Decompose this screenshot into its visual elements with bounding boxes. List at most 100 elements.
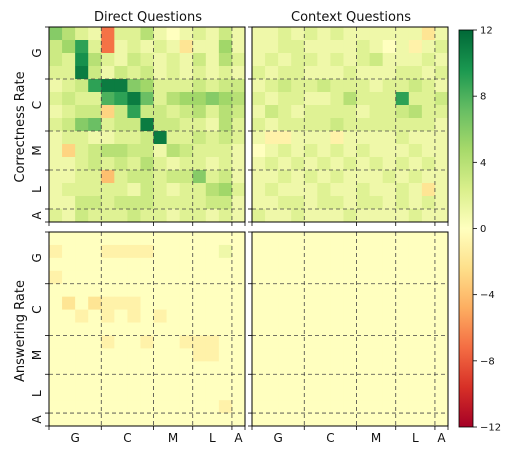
heatmap-cell [291,257,305,272]
heatmap-cell [330,105,344,119]
heatmap-cell [218,118,233,132]
heatmap-cell [88,144,102,158]
heatmap-cell [75,105,89,119]
colorbar-tick-label: −8 [480,356,495,367]
heatmap-cell [369,79,384,93]
heatmap-cell [192,196,207,210]
heatmap-cell [75,209,89,223]
heatmap-cell [265,92,279,106]
heatmap-cell [291,66,305,80]
heatmap-cell [62,400,76,414]
heatmap-cell [88,183,102,197]
heatmap-cell [343,183,357,197]
colorbar-tick-label: −12 [480,423,501,434]
heatmap-cell [101,157,115,171]
heatmap-cell [421,270,436,285]
heatmap-cell [317,322,331,336]
heatmap-cell [356,400,370,414]
heatmap-cell [356,92,370,106]
heatmap-cell [265,335,279,349]
heatmap-cell [304,105,318,119]
heatmap-cell [369,105,384,119]
heatmap-cell [192,157,207,171]
heatmap-cell [330,144,344,158]
heatmap-cell [192,413,207,427]
heatmap-cell [101,27,115,41]
heatmap-cell [218,170,233,184]
heatmap-cell [62,296,76,310]
heatmap-cell [153,400,167,414]
heatmap-cell [101,309,115,323]
heatmap-cell [330,309,344,323]
heatmap-cell [231,183,246,197]
heatmap-cell [49,27,63,41]
heatmap-cell [434,157,449,171]
heatmap-cell [205,92,220,106]
heatmap-cell [218,144,233,158]
heatmap-cell [179,348,194,362]
x-group-label: G [70,431,79,445]
heatmap-cell [140,144,154,158]
panel-frame [251,26,449,223]
heatmap-cell [317,232,331,246]
heatmap-cell [49,374,63,388]
heatmap-cell [304,400,318,414]
heatmap-cell [278,296,292,310]
heatmap-cell [114,335,128,349]
heatmap-cell [343,322,357,336]
heatmap-cell [153,335,167,349]
heatmap-cell [62,374,76,388]
heatmap-cell [395,309,410,323]
heatmap-cell [75,170,89,184]
heatmap-cell [231,322,246,336]
heatmap-cell [330,335,344,349]
heatmap-cell [153,348,167,362]
heatmap-cell [231,413,246,427]
heatmap-cell [343,387,357,401]
heatmap-cell [140,157,154,171]
heatmap-cell [153,53,167,67]
heatmap-cell [421,283,436,298]
heatmap-cell [304,413,318,427]
heatmap-cell [278,79,292,93]
heatmap-cell [101,322,115,336]
heatmap-cell [434,40,449,54]
heatmap-cell [317,335,331,349]
heatmap-cell [153,157,167,171]
heatmap-cell [356,53,370,67]
heatmap-cell [205,27,220,41]
heatmap-cell [218,92,233,106]
heatmap-cell [166,257,181,272]
heatmap-cell [75,196,89,210]
heatmap-cell [75,92,89,106]
heatmap-cell [408,66,423,80]
heatmap-cell [434,105,449,119]
y-group-label: C [30,101,44,109]
heatmap-cell [62,27,76,41]
heatmap-cell [192,183,207,197]
heatmap-cell [369,335,384,349]
heatmap-cell [395,53,410,67]
heatmap-cell [127,27,141,41]
heatmap-cell [127,400,141,414]
heatmap-cell [265,209,279,223]
heatmap-cell [49,144,63,158]
heatmap-cell [75,131,89,145]
heatmap-cell [218,270,233,285]
x-group-label: A [437,431,446,445]
heatmap-cell [114,27,128,41]
heatmap-cell [265,53,279,67]
heatmap-cell [101,361,115,375]
heatmap-cell [421,387,436,401]
colorbar-ticks: 12 8 4 0 −4 −8 −12 [473,26,501,434]
heatmap-cell [382,157,397,171]
heatmap-cell [192,257,207,272]
heatmap-cell [75,183,89,197]
heatmap-cell [408,196,423,210]
heatmap-cell [179,244,194,259]
heatmap-cell [252,209,266,223]
heatmap-cell [252,257,266,272]
heatmap-cell [330,232,344,246]
heatmap-cell [317,348,331,362]
heatmap-cell [356,322,370,336]
